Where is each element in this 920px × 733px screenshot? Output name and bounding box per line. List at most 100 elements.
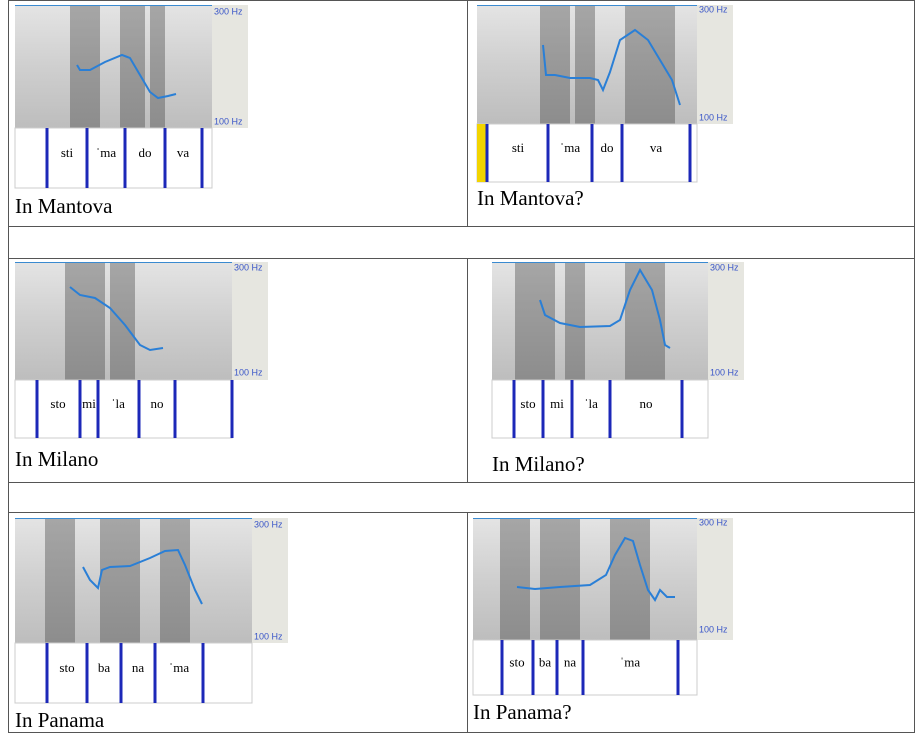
boundary <box>485 124 489 182</box>
syllable: mi <box>82 396 96 411</box>
boundary <box>96 380 100 438</box>
syllable: sti <box>61 145 74 160</box>
tier <box>491 379 709 439</box>
syllable: ba <box>98 660 111 675</box>
spectrogram-band <box>515 262 555 380</box>
pitch-curve <box>69 286 164 352</box>
syllable: na <box>564 654 577 669</box>
spectrogram <box>15 518 252 643</box>
syllable: no <box>640 396 653 411</box>
spectrogram-band <box>65 262 105 380</box>
boundary <box>555 640 559 695</box>
boundary <box>201 643 205 703</box>
syllable: no <box>151 396 164 411</box>
spectrogram <box>492 262 708 380</box>
spectrogram-band <box>565 262 585 380</box>
hz-label: 100 Hz <box>710 367 739 377</box>
boundary <box>163 128 167 188</box>
boundary <box>137 380 141 438</box>
boundary <box>35 380 39 438</box>
syllable: mi <box>550 396 564 411</box>
syllable: va <box>650 140 663 155</box>
hz-label: 300 Hz <box>234 262 263 272</box>
syllable: ˈma <box>169 660 189 675</box>
syllable: sto <box>509 654 524 669</box>
caption: In Mantova <box>15 194 113 218</box>
pitch-curve <box>542 28 681 106</box>
pitch-curve <box>539 267 671 349</box>
syllable: sto <box>59 660 74 675</box>
spectrogram-band <box>500 518 530 640</box>
figure: 300 Hz 100 Hz sti ˈma do va In Mantova? <box>476 4 733 210</box>
syllable: sti <box>512 140 525 155</box>
hz-panel <box>708 262 744 380</box>
spectrogram-band <box>540 518 580 640</box>
boundary <box>590 124 594 182</box>
boundary <box>620 124 624 182</box>
spectrogram-band <box>150 5 165 128</box>
boundary <box>581 640 585 695</box>
spectrogram-band <box>610 518 650 640</box>
syllable: ˈla <box>111 396 125 411</box>
syllable: ˈma <box>620 654 640 669</box>
caption: In Milano <box>15 447 98 471</box>
spectrogram <box>473 518 697 640</box>
hz-panel <box>252 518 288 643</box>
boundary <box>680 380 684 438</box>
boundary <box>85 643 89 703</box>
hz-panel <box>212 5 248 128</box>
syllable: ˈma <box>96 145 116 160</box>
syllable: ˈla <box>584 396 598 411</box>
syllable: sto <box>520 396 535 411</box>
spectrogram-band <box>160 518 190 643</box>
boundary <box>173 380 177 438</box>
hz-label: 300 Hz <box>699 517 728 527</box>
spectrogram-band <box>625 5 675 124</box>
hz-panel <box>697 5 733 124</box>
boundary <box>688 124 692 182</box>
syllable: na <box>132 660 145 675</box>
spectrogram <box>15 5 212 128</box>
syllable: va <box>177 145 190 160</box>
caption: In Mantova? <box>477 186 584 210</box>
spectrogram-band <box>45 518 75 643</box>
caption: In Milano? <box>492 452 585 476</box>
syllable: do <box>601 140 614 155</box>
pitch-curve <box>76 53 177 100</box>
boundary <box>119 643 123 703</box>
spectrogram-band <box>120 5 145 128</box>
hz-panel <box>697 518 733 640</box>
figure: 300 Hz 100 Hz sti ˈma do va In Mantova <box>14 5 248 218</box>
boundary <box>230 380 234 438</box>
tier <box>476 123 698 183</box>
syllable: do <box>139 145 152 160</box>
boundary <box>570 380 574 438</box>
tier <box>472 639 698 696</box>
spectrogram-band <box>625 262 665 380</box>
boundary <box>200 128 204 188</box>
boundary <box>541 380 545 438</box>
boundary <box>531 640 535 695</box>
hz-label: 300 Hz <box>214 6 243 16</box>
boundary <box>45 643 49 703</box>
boundary <box>123 128 127 188</box>
spectrogram <box>15 262 232 380</box>
caption: In Panama? <box>473 700 572 724</box>
hz-label: 100 Hz <box>699 624 728 634</box>
figure: 300 Hz 100 Hz sto ba na ˈma In Panama <box>14 518 288 732</box>
hz-label: 100 Hz <box>254 631 283 641</box>
boundary <box>85 128 89 188</box>
boundary <box>45 128 49 188</box>
boundary <box>608 380 612 438</box>
boundary <box>512 380 516 438</box>
boundary <box>153 643 157 703</box>
hz-label: 300 Hz <box>699 4 728 14</box>
figure: 300 Hz 100 Hz sto mi ˈla no In Milano? <box>491 262 744 476</box>
hz-label: 300 Hz <box>710 262 739 272</box>
boundary <box>500 640 504 695</box>
boundary <box>546 124 550 182</box>
syllable: ˈma <box>560 140 580 155</box>
figure: 300 Hz 100 Hz sto ba na ˈma In Panama? <box>472 517 733 724</box>
pitch-curve <box>82 548 203 605</box>
